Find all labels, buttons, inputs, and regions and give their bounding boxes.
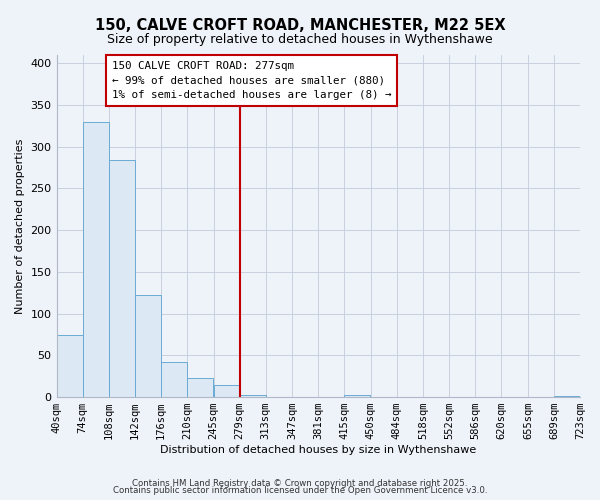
Bar [240,394,266,397]
Text: 150, CALVE CROFT ROAD, MANCHESTER, M22 5EX: 150, CALVE CROFT ROAD, MANCHESTER, M22 5… [95,18,505,32]
Text: Size of property relative to detached houses in Wythenshawe: Size of property relative to detached ho… [107,32,493,46]
Y-axis label: Number of detached properties: Number of detached properties [15,138,25,314]
Text: Contains public sector information licensed under the Open Government Licence v3: Contains public sector information licen… [113,486,487,495]
Text: Contains HM Land Registry data © Crown copyright and database right 2025.: Contains HM Land Registry data © Crown c… [132,478,468,488]
Bar [56,334,83,397]
Bar [187,378,213,397]
Bar [161,362,187,397]
Text: 150 CALVE CROFT ROAD: 277sqm
← 99% of detached houses are smaller (880)
1% of se: 150 CALVE CROFT ROAD: 277sqm ← 99% of de… [112,61,391,100]
Bar [135,296,161,397]
Bar [83,122,109,397]
Bar [109,160,135,397]
Bar [554,396,580,397]
Bar [214,386,240,397]
X-axis label: Distribution of detached houses by size in Wythenshawe: Distribution of detached houses by size … [160,445,476,455]
Bar [344,394,370,397]
